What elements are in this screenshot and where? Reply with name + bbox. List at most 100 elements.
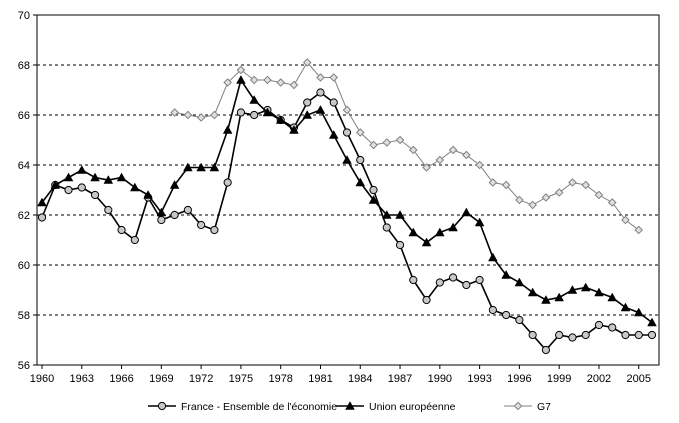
data-point-1-1993 [474, 217, 485, 227]
data-point-1-2003 [607, 292, 618, 302]
data-point-1-1988 [408, 227, 419, 237]
data-point-1-1992 [461, 207, 472, 217]
data-point-2-1993 [475, 160, 484, 170]
data-point-2-1997 [528, 200, 537, 210]
data-point-0-1970 [170, 210, 179, 220]
data-point-0-1960 [37, 213, 47, 222]
x-tick-label-1981: 1981 [308, 373, 332, 385]
data-point-2-2001 [581, 180, 591, 190]
data-point-0-1985 [369, 185, 378, 195]
axes: 56 58 60 62 64 66 68 70 1960 1963 1966 1969 1972 1975… [18, 10, 651, 385]
data-point-1-1967 [130, 182, 140, 192]
data-point-2-2004 [621, 215, 630, 225]
data-point-0-1984 [356, 155, 365, 165]
data-point-0-1992 [462, 280, 471, 290]
data-point-1-1981 [315, 105, 326, 114]
data-point-1-2001 [580, 282, 591, 292]
data-point-1-1965 [103, 175, 114, 184]
data-point-0-2003 [608, 323, 617, 332]
x-tick-label-1963: 1963 [70, 373, 94, 385]
series-1 [37, 75, 657, 327]
data-point-1-1969 [156, 207, 167, 217]
data-point-2-1987 [395, 135, 405, 145]
data-point-0-2006 [647, 330, 657, 340]
data-point-1-1984 [355, 177, 366, 187]
data-point-2-1976 [249, 75, 259, 85]
series-2 [170, 58, 644, 235]
data-point-1-1961 [50, 180, 61, 189]
data-point-1-1998 [541, 295, 551, 304]
data-point-1-1994 [488, 252, 498, 262]
plot-area [36, 14, 660, 366]
x-tick-label-1987: 1987 [388, 373, 412, 385]
legend: France - Ensemble de l'économie Union eur… [148, 401, 551, 413]
x-tick-label-1999: 1999 [547, 373, 571, 385]
data-point-1-1995 [501, 270, 511, 279]
data-point-1-1978 [275, 115, 286, 124]
data-point-2-1988 [408, 145, 418, 155]
data-point-2-1979 [289, 80, 299, 90]
data-point-1-1964 [90, 172, 100, 182]
data-point-2-1992 [462, 150, 471, 160]
data-point-0-1981 [316, 88, 325, 97]
y-tick-label-64: 64 [18, 160, 30, 172]
data-point-0-2004 [621, 330, 630, 340]
data-point-2-1985 [369, 140, 378, 150]
x-tick-label-2005: 2005 [626, 373, 650, 385]
data-point-2-1986 [382, 138, 392, 147]
data-point-0-1991 [448, 273, 458, 282]
data-point-0-1980 [303, 98, 312, 107]
data-point-2-1999 [554, 188, 564, 197]
data-point-2-1990 [435, 155, 445, 165]
data-point-0-1964 [90, 190, 100, 200]
data-point-1-1974 [222, 125, 233, 134]
data-point-1-1980 [302, 110, 313, 119]
data-point-1-1983 [342, 155, 352, 164]
data-point-2-1994 [488, 178, 498, 187]
data-point-2-1973 [210, 110, 219, 120]
data-point-0-1993 [475, 275, 484, 285]
data-point-0-1969 [157, 215, 166, 225]
data-point-1-2002 [594, 287, 604, 297]
data-point-1-1960 [37, 197, 47, 207]
data-point-2-2002 [594, 190, 604, 200]
data-point-1-2006 [647, 317, 657, 327]
data-point-2-1977 [263, 75, 272, 85]
data-point-0-1967 [130, 235, 139, 245]
y-tick-label-60: 60 [18, 260, 30, 272]
x-tick-label-1975: 1975 [229, 373, 253, 385]
data-point-1-1972 [196, 162, 206, 172]
data-point-1-1985 [368, 195, 379, 204]
data-point-0-1995 [502, 310, 511, 320]
data-point-1-2004 [620, 302, 631, 312]
data-point-2-1975 [236, 65, 246, 75]
data-point-0-1963 [77, 183, 86, 192]
data-point-1-1989 [421, 237, 432, 247]
data-point-0-1998 [541, 345, 551, 355]
data-point-0-1982 [329, 98, 338, 107]
data-point-0-1971 [183, 205, 192, 215]
x-tick-label-1966: 1966 [109, 373, 133, 385]
legend-marker-0 [157, 401, 167, 411]
y-tick-label-66: 66 [18, 110, 30, 122]
data-point-2-1974 [223, 78, 232, 87]
x-tick-label-1969: 1969 [149, 373, 173, 385]
x-tick-label-1972: 1972 [189, 373, 213, 385]
data-point-0-2000 [568, 333, 577, 342]
data-point-1-1996 [514, 277, 525, 287]
x-tick-label-1978: 1978 [268, 373, 292, 385]
data-point-0-1990 [435, 278, 444, 287]
data-point-2-1989 [422, 163, 431, 172]
data-point-0-2002 [594, 320, 604, 330]
data-point-0-2001 [581, 330, 590, 340]
data-point-2-1978 [276, 78, 286, 87]
data-point-1-1979 [289, 125, 299, 134]
data-point-0-1976 [250, 110, 259, 120]
data-point-1-2005 [633, 307, 644, 317]
y-tick-label-62: 62 [18, 210, 30, 222]
data-point-2-1971 [183, 110, 193, 120]
data-point-2-1982 [329, 73, 339, 82]
data-point-0-1973 [210, 225, 219, 235]
data-point-1-1970 [169, 180, 180, 189]
